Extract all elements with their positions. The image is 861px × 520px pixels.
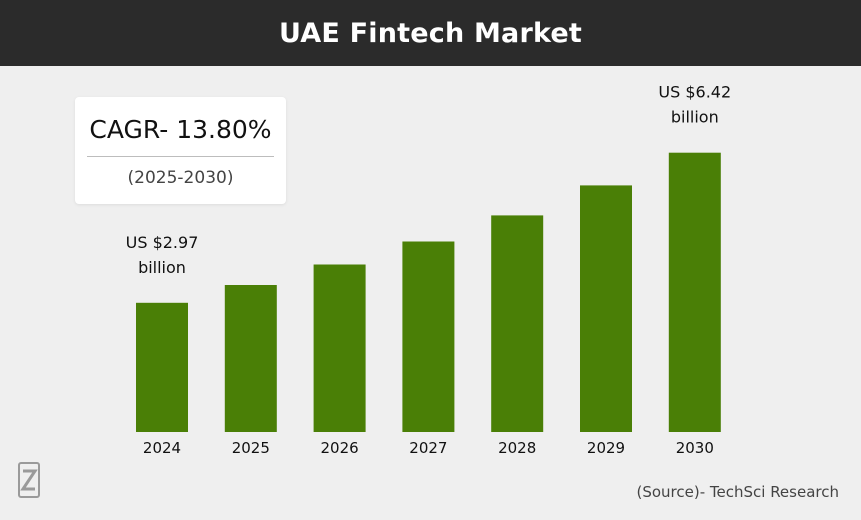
bar-2027 — [402, 241, 455, 432]
data-label-2024: billion — [138, 258, 186, 277]
bar-2029 — [580, 185, 632, 432]
page-title: UAE Fintech Market — [278, 17, 583, 49]
cagr-period: (2025-2030) — [127, 168, 234, 188]
x-tick-label: 2030 — [676, 439, 714, 457]
x-tick-label: 2029 — [587, 439, 625, 457]
bar-2025 — [224, 285, 277, 432]
cagr-card: CAGR- 13.80% (2025-2030) — [75, 97, 286, 204]
techsci-logo-icon — [18, 462, 40, 498]
data-label-2030: US $6.42 — [658, 83, 731, 102]
bar-2030 — [668, 152, 721, 432]
data-label-2024: US $2.97 — [126, 233, 199, 252]
bar-2024 — [136, 302, 188, 432]
source-note: (Source)- TechSci Research — [636, 483, 839, 501]
cagr-value: CAGR- 13.80% — [89, 115, 272, 144]
x-tick-label: 2025 — [232, 439, 270, 457]
data-label-2030: billion — [671, 108, 719, 127]
bar-2026 — [313, 264, 366, 432]
header-bar: UAE Fintech Market — [0, 0, 861, 66]
cagr-divider — [87, 156, 274, 157]
x-tick-label: 2024 — [143, 439, 181, 457]
x-tick-label: 2028 — [498, 439, 536, 457]
bar-2028 — [491, 215, 544, 432]
x-tick-label: 2027 — [409, 439, 447, 457]
x-tick-label: 2026 — [321, 439, 359, 457]
